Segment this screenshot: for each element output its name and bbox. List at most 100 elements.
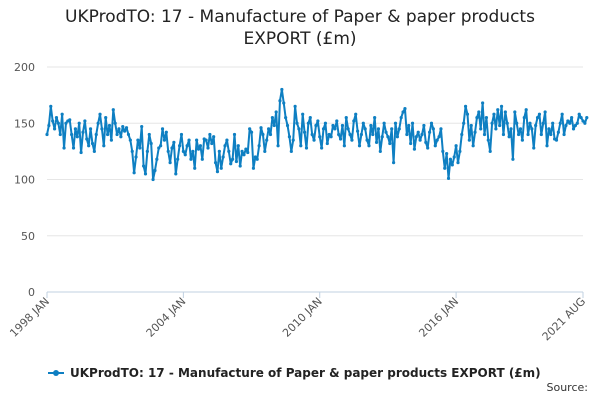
data-point[interactable] xyxy=(54,116,59,120)
data-point[interactable] xyxy=(272,123,276,128)
data-point[interactable] xyxy=(448,157,453,161)
data-point[interactable] xyxy=(420,132,424,137)
data-point[interactable] xyxy=(191,149,195,153)
data-point[interactable] xyxy=(320,146,324,150)
data-point[interactable] xyxy=(153,168,157,173)
data-point[interactable] xyxy=(363,127,367,131)
data-point[interactable] xyxy=(393,121,398,125)
data-point[interactable] xyxy=(60,112,64,116)
data-point[interactable] xyxy=(52,127,57,131)
data-point[interactable] xyxy=(327,132,331,137)
data-point[interactable] xyxy=(367,144,371,148)
data-point[interactable] xyxy=(463,104,468,108)
data-point[interactable] xyxy=(109,138,113,142)
data-point[interactable] xyxy=(92,149,96,153)
data-point[interactable] xyxy=(384,130,388,134)
data-point[interactable] xyxy=(208,132,212,137)
data-point[interactable] xyxy=(321,127,326,131)
data-point[interactable] xyxy=(210,141,214,146)
data-point[interactable] xyxy=(554,138,559,142)
data-point[interactable] xyxy=(505,121,509,125)
data-point[interactable] xyxy=(261,132,265,137)
data-point[interactable] xyxy=(123,129,127,133)
data-point[interactable] xyxy=(126,132,131,137)
data-point[interactable] xyxy=(111,108,115,112)
data-point[interactable] xyxy=(337,132,341,137)
data-point[interactable] xyxy=(238,164,242,168)
data-point[interactable] xyxy=(452,155,456,159)
data-point[interactable] xyxy=(547,127,551,131)
data-point[interactable] xyxy=(81,130,85,134)
data-point[interactable] xyxy=(314,123,318,128)
data-point[interactable] xyxy=(155,157,159,161)
data-point[interactable] xyxy=(79,150,83,155)
data-point[interactable] xyxy=(424,140,428,144)
data-point[interactable] xyxy=(176,157,180,161)
data-point[interactable] xyxy=(244,147,248,151)
data-point[interactable] xyxy=(64,121,68,125)
data-point[interactable] xyxy=(585,116,589,120)
data-point[interactable] xyxy=(397,127,401,131)
data-point[interactable] xyxy=(231,157,235,161)
data-point[interactable] xyxy=(73,127,78,131)
data-point[interactable] xyxy=(534,123,538,128)
data-point[interactable] xyxy=(71,146,76,150)
data-point[interactable] xyxy=(499,104,504,108)
data-point[interactable] xyxy=(437,135,441,139)
data-point[interactable] xyxy=(181,149,185,153)
data-point[interactable] xyxy=(517,132,521,137)
data-point[interactable] xyxy=(58,132,62,137)
data-point[interactable] xyxy=(335,119,339,123)
data-point[interactable] xyxy=(96,121,100,125)
data-point[interactable] xyxy=(68,118,72,122)
data-point[interactable] xyxy=(104,116,108,120)
data-point[interactable] xyxy=(564,123,568,128)
data-point[interactable] xyxy=(458,149,462,153)
data-point[interactable] xyxy=(477,110,481,114)
data-point[interactable] xyxy=(369,123,373,128)
data-point[interactable] xyxy=(90,141,95,146)
data-point[interactable] xyxy=(528,121,532,125)
data-point[interactable] xyxy=(556,130,560,134)
data-point[interactable] xyxy=(579,116,583,120)
data-point[interactable] xyxy=(285,123,290,128)
data-point[interactable] xyxy=(246,150,250,155)
data-point[interactable] xyxy=(560,112,564,116)
data-point[interactable] xyxy=(535,116,540,120)
data-point[interactable] xyxy=(376,127,381,131)
data-point[interactable] xyxy=(475,116,479,120)
data-point[interactable] xyxy=(312,138,316,142)
data-point[interactable] xyxy=(106,132,110,137)
data-point[interactable] xyxy=(496,108,500,112)
data-point[interactable] xyxy=(306,121,310,125)
data-point[interactable] xyxy=(121,125,125,129)
data-point[interactable] xyxy=(213,161,218,165)
data-point[interactable] xyxy=(515,121,519,125)
data-point[interactable] xyxy=(166,149,170,153)
data-point[interactable] xyxy=(107,123,112,128)
data-point[interactable] xyxy=(558,121,562,125)
data-point[interactable] xyxy=(263,149,267,153)
data-point[interactable] xyxy=(117,127,121,131)
data-point[interactable] xyxy=(467,138,471,142)
data-point[interactable] xyxy=(473,130,477,134)
data-point[interactable] xyxy=(221,155,225,159)
data-point[interactable] xyxy=(481,101,485,105)
data-point[interactable] xyxy=(484,116,489,120)
data-point[interactable] xyxy=(115,132,119,137)
data-point[interactable] xyxy=(346,127,350,131)
data-point[interactable] xyxy=(83,119,87,123)
data-point[interactable] xyxy=(195,138,199,142)
data-point[interactable] xyxy=(255,157,259,161)
data-point[interactable] xyxy=(229,162,233,166)
legend[interactable]: UKProdTO: 17 - Manufacture of Paper & pa… xyxy=(48,366,541,380)
data-point[interactable] xyxy=(159,144,163,148)
data-point[interactable] xyxy=(113,121,117,125)
data-point[interactable] xyxy=(352,119,356,123)
data-point[interactable] xyxy=(223,144,227,148)
data-point[interactable] xyxy=(469,123,473,128)
data-point[interactable] xyxy=(293,104,297,108)
data-point[interactable] xyxy=(392,161,396,165)
data-point[interactable] xyxy=(282,101,286,105)
data-point[interactable] xyxy=(583,121,587,125)
